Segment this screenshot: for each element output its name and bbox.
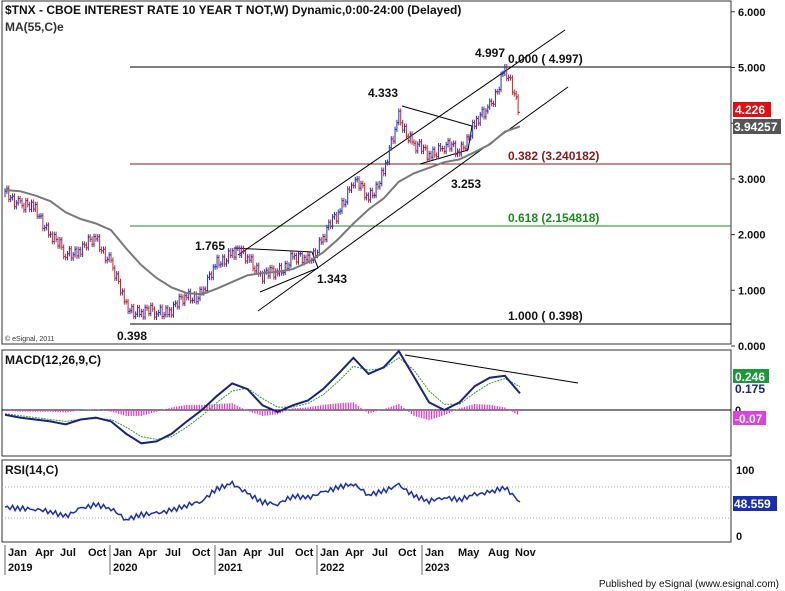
- peak-label-4997: 4.997: [475, 46, 505, 60]
- x-year-label: 2019: [8, 562, 32, 574]
- fib-label-0618: 0.618 (2.154818): [508, 211, 599, 225]
- x-month-label: Jul: [372, 547, 388, 559]
- x-year-label: 2021: [218, 562, 242, 574]
- x-month-label: Jan: [113, 547, 132, 559]
- price-panel-frame: [1, 0, 732, 345]
- fib-label-0382: 0.382 (3.240182): [508, 149, 599, 163]
- x-month-label: Aug: [488, 547, 509, 559]
- macd-divergence-line: [404, 354, 579, 384]
- macd-line: [4, 349, 521, 445]
- price-tick-label: 0.000: [738, 341, 766, 353]
- published-by: Published by eSignal (www.esignal.com): [599, 579, 779, 590]
- price-tick-label: 1.000: [738, 285, 766, 297]
- x-axis: Jan Apr Jul Oct Jan Apr Jul Oct Jan Apr Jul Oct Jan A…: [4, 545, 537, 575]
- channel-upper-line: [237, 29, 566, 256]
- x-month-label: Jan: [425, 547, 444, 559]
- macd-value-tag: 0.175: [735, 382, 765, 396]
- ma-price-tag-bg: [733, 119, 781, 134]
- peak-label-4333: 4.333: [368, 86, 398, 100]
- macd-signal-line: [4, 357, 521, 440]
- x-month-label: Oct: [295, 547, 314, 559]
- x-year-label: 2022: [320, 562, 344, 574]
- price-tick-label: 6.000: [738, 7, 766, 19]
- rsi-tick-0: 0: [736, 531, 742, 543]
- x-month-label: Jan: [8, 547, 27, 559]
- chart-title: $TNX - CBOE INTEREST RATE 10 YEAR T NOT,…: [5, 3, 461, 17]
- price-tick-label: 5.000: [738, 63, 766, 75]
- ma-55-line: [4, 125, 521, 296]
- low-label-0398: 0.398: [117, 329, 147, 343]
- x-month-label: Oct: [88, 547, 107, 559]
- x-month-label: Jul: [165, 547, 181, 559]
- rsi-tag: 48.559: [734, 497, 771, 511]
- macd-signal-tag-bg: [733, 369, 769, 383]
- x-month-label: Jul: [268, 547, 284, 559]
- x-month-label: May: [458, 547, 480, 559]
- x-year-label: 2020: [113, 562, 137, 574]
- channel-lower-line: [257, 86, 569, 312]
- price-tick-label: 3.000: [738, 174, 766, 186]
- x-month-label: Apr: [138, 547, 158, 559]
- copyright-note: © eSignal, 2011: [5, 335, 55, 343]
- rsi-panel-frame: [1, 459, 732, 543]
- fib-label-0: 0.000 ( 4.997): [508, 52, 583, 66]
- low-label-3253: 3.253: [451, 177, 481, 191]
- price-bars: [4, 63, 521, 320]
- rsi-tag-bg: [733, 496, 777, 511]
- rsi-line: [4, 479, 521, 521]
- peak-label-1765: 1.765: [195, 239, 225, 253]
- last-price-tag-bg: [733, 102, 771, 117]
- flag-pattern-2021: [233, 247, 319, 293]
- x-month-label: Jan: [320, 547, 339, 559]
- ma-price-tag: 3.94257: [734, 120, 778, 134]
- ma-label: MA(55,C)e: [5, 20, 64, 34]
- macd-signal-tag: 0.246: [735, 370, 765, 384]
- macd-hist-tag: -0.07: [735, 412, 763, 426]
- x-month-label: Apr: [345, 547, 365, 559]
- low-label-1343: 1.343: [317, 272, 347, 286]
- rsi-title: RSI(14,C): [5, 463, 58, 477]
- x-month-label: Nov: [515, 547, 537, 559]
- last-price-tag: 4.226: [735, 103, 765, 117]
- x-month-label: Jul: [60, 547, 76, 559]
- x-year-label: 2023: [425, 562, 449, 574]
- macd-title: MACD(12,26,9,C): [5, 353, 101, 367]
- x-month-label: Oct: [192, 547, 211, 559]
- price-tick-label: 2.000: [738, 230, 766, 242]
- macd-hist-tag-bg: [733, 411, 766, 425]
- x-month-label: Oct: [398, 547, 417, 559]
- rsi-tick-100: 100: [736, 465, 754, 477]
- x-month-label: Apr: [35, 547, 55, 559]
- macd-panel-frame: [1, 349, 732, 457]
- x-month-label: Jan: [218, 547, 237, 559]
- fib-label-1: 1.000 ( 0.398): [508, 309, 583, 323]
- x-month-label: Apr: [243, 547, 263, 559]
